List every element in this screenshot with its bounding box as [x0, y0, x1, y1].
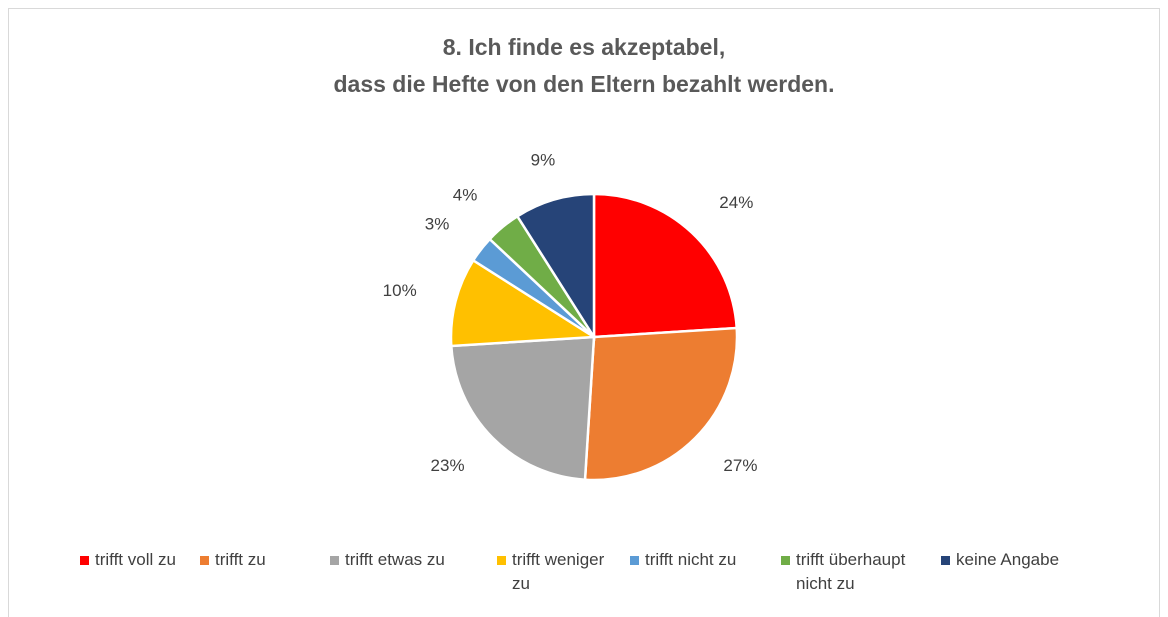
legend-swatch	[80, 556, 89, 565]
legend-item: trifft überhaupt nicht zu	[781, 548, 921, 596]
legend-swatch	[781, 556, 790, 565]
legend-item: trifft nicht zu	[630, 548, 736, 572]
legend-label: trifft nicht zu	[645, 550, 737, 569]
data-label: 23%	[431, 456, 465, 475]
pie-slice	[449, 258, 598, 348]
data-label: 4%	[453, 185, 478, 204]
data-label: 3%	[425, 214, 450, 233]
legend-label: trifft etwas zu	[345, 550, 445, 569]
legend-item: trifft zu	[200, 548, 266, 572]
pie-slice	[583, 326, 739, 482]
data-label: 27%	[723, 456, 757, 475]
legend-swatch	[630, 556, 639, 565]
chart-frame	[8, 8, 1160, 617]
legend-swatch	[497, 556, 506, 565]
pie-slice	[515, 192, 596, 342]
legend-label: trifft voll zu	[95, 550, 176, 569]
chart-title: 8. Ich finde es akzeptabel,	[443, 34, 726, 60]
legend-item: keine Angabe	[941, 548, 1059, 572]
legend-item: trifft weniger zu	[497, 548, 607, 596]
legend-label: trifft weniger zu	[512, 550, 605, 593]
legend-label: trifft zu	[215, 550, 266, 569]
legend-item: trifft voll zu	[80, 548, 176, 572]
legend-swatch	[330, 556, 339, 565]
data-label: 9%	[531, 151, 556, 170]
data-label: 10%	[383, 281, 417, 300]
legend-swatch	[941, 556, 950, 565]
legend-swatch	[200, 556, 209, 565]
legend-label: trifft überhaupt nicht zu	[796, 550, 906, 593]
legend-item: trifft etwas zu	[330, 548, 445, 572]
pie-slice	[592, 192, 739, 339]
data-label: 24%	[719, 193, 753, 212]
legend-label: keine Angabe	[956, 550, 1060, 569]
chart-title: dass die Hefte von den Eltern bezahlt we…	[333, 71, 834, 97]
pie-slice	[449, 335, 596, 482]
